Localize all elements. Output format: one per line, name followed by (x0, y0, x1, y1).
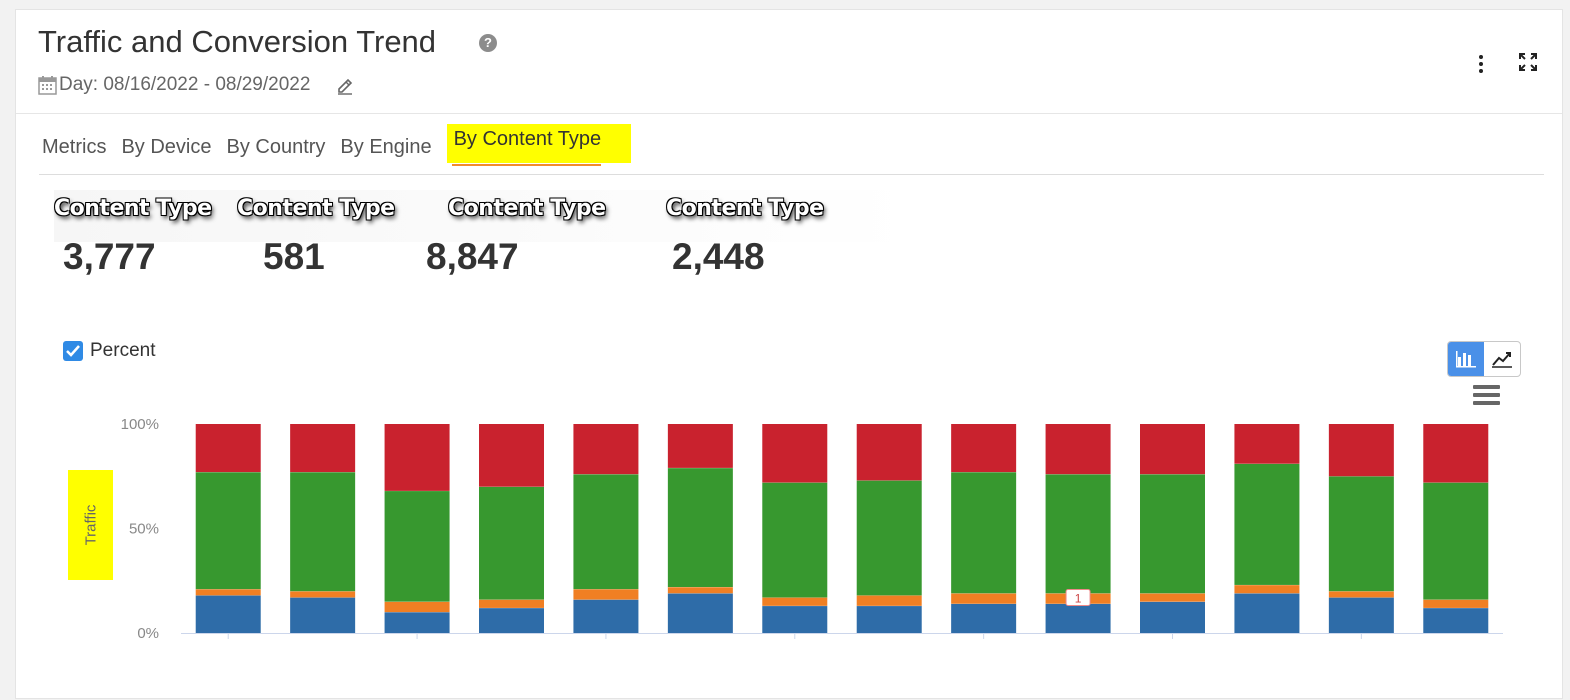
bar-segment (1140, 601, 1205, 633)
bar-segment (667, 593, 733, 633)
bar-segment (1423, 482, 1489, 600)
bar-segment (573, 589, 639, 600)
bar-segment (1328, 597, 1394, 633)
tab-by-country[interactable]: By Country (226, 136, 326, 158)
bar-segment (384, 490, 450, 602)
y-tick-label: 100% (121, 416, 159, 433)
line-chart-icon[interactable] (1484, 342, 1520, 376)
bar-segment (384, 424, 450, 491)
bar-segment (479, 607, 544, 633)
bar-segment (384, 601, 450, 613)
bar-segment (856, 605, 922, 633)
bar-segment (1328, 591, 1394, 598)
bar-segment (195, 595, 261, 633)
bar-segment (290, 591, 356, 598)
bar-segment (951, 424, 1017, 473)
bar-segment (762, 424, 828, 483)
percent-checkbox[interactable]: Percent (63, 340, 155, 362)
checkbox-checked-icon[interactable] (63, 341, 83, 361)
bar-segment (667, 467, 733, 588)
metric-label-2: Content Type (237, 196, 395, 221)
bar-segment (1234, 463, 1300, 585)
widget-title: Traffic and Conversion Trend (38, 24, 437, 59)
header-divider (16, 113, 1562, 114)
date-range: Day: 08/16/2022 - 08/29/2022 (38, 74, 310, 96)
bar-segment (1045, 424, 1111, 475)
bar-segment (762, 605, 828, 633)
tab-metrics[interactable]: Metrics (42, 136, 107, 158)
bar-segment (951, 593, 1017, 604)
bar-segment (573, 599, 639, 633)
bar-segment (290, 597, 356, 633)
bar-segment (667, 424, 733, 468)
bar-segment (1140, 593, 1205, 602)
tab-by-device[interactable]: By Device (121, 136, 212, 158)
percent-label: Percent (90, 340, 156, 361)
tabs-divider (39, 174, 1544, 175)
bar-segment (1234, 584, 1300, 594)
question-circle-icon[interactable]: ? (479, 34, 497, 52)
hamburger-menu-icon[interactable] (1473, 385, 1500, 407)
bar-segment (1423, 424, 1489, 483)
bar-segment (856, 595, 922, 606)
bar-segment (951, 472, 1017, 594)
metric-value-2: 581 (263, 236, 325, 277)
stacked-bar-chart: 0% 50% 100% 1 (121, 416, 1503, 642)
metric-value-4: 2,448 (672, 236, 765, 277)
bar-segment (573, 474, 639, 590)
kebab-menu-icon[interactable] (1471, 52, 1491, 76)
widget-card: Traffic and Conversion Trend ? Day: 08/1… (15, 9, 1563, 699)
bar-segment (856, 480, 922, 596)
y-tick-label: 50% (129, 521, 159, 538)
bar-segment (762, 482, 828, 598)
bar-segment (195, 472, 261, 590)
y-tick-label: 0% (137, 625, 159, 642)
metric-label-4: Content Type (666, 196, 824, 221)
bar-segment (1423, 599, 1489, 608)
bar-segment (195, 589, 261, 596)
bar-segment (762, 597, 828, 606)
bar-segment (479, 599, 544, 608)
annotation-marker-label: 1 (1075, 592, 1082, 606)
bar-segment (856, 424, 922, 481)
calendar-icon (38, 76, 57, 95)
bar-segment (1045, 474, 1111, 594)
ylabel-highlight (68, 470, 113, 580)
bar-segment (290, 472, 356, 592)
metrics-background (54, 190, 914, 242)
bar-segment (1234, 593, 1300, 633)
metric-value-1: 3,777 (63, 236, 156, 277)
bar-segment (1140, 424, 1205, 475)
bar-segment (1423, 607, 1489, 633)
metric-value-3: 8,847 (426, 236, 519, 277)
tab-by-engine[interactable]: By Engine (340, 136, 432, 158)
bar-segment (290, 424, 356, 473)
bar-segment (479, 424, 544, 487)
chart-type-toggle (1447, 341, 1521, 377)
metric-label-3: Content Type (448, 196, 606, 221)
bar-segment (1328, 476, 1394, 592)
bar-segment (479, 486, 544, 600)
bar-segment (951, 603, 1017, 633)
tab-by-content-type[interactable]: By Content Type (446, 124, 632, 166)
bar-segment (195, 424, 261, 473)
bar-segment (384, 612, 450, 633)
expand-icon[interactable] (1518, 52, 1538, 72)
pencil-icon[interactable] (336, 77, 354, 95)
bar-segment (667, 587, 733, 594)
bar-segment (1234, 424, 1300, 464)
bar-segment (573, 424, 639, 475)
tab-bar: Metrics By Device By Country By Engine B… (42, 124, 646, 166)
date-range-text: Day: 08/16/2022 - 08/29/2022 (59, 74, 311, 95)
annotation-marker (1065, 589, 1091, 607)
bar-segment (1045, 603, 1111, 633)
metric-label-1: Content Type (54, 196, 212, 221)
bar-segment (1328, 424, 1394, 477)
column-chart-icon[interactable] (1448, 342, 1484, 376)
bar-segment (1140, 474, 1205, 594)
